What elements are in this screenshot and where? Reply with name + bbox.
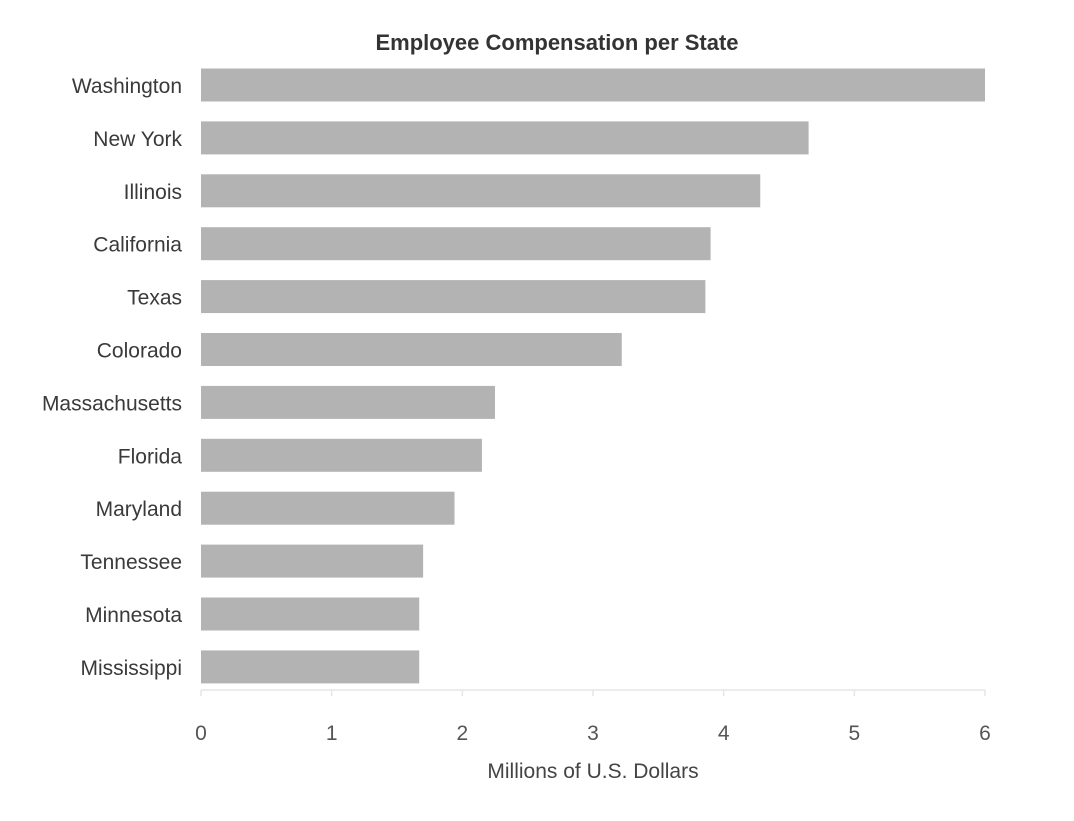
category-labels: Washington New York Illinois California Texa… — [42, 75, 183, 680]
category-label: New York — [93, 128, 182, 151]
x-tick-label: 4 — [718, 722, 730, 745]
bar-new-york — [201, 121, 809, 155]
bar-washington — [201, 68, 985, 102]
category-label: Florida — [118, 445, 183, 468]
category-label: Texas — [127, 287, 182, 310]
category-label: Maryland — [96, 498, 182, 521]
x-tick-label: 5 — [848, 722, 860, 745]
x-tick-label: 2 — [456, 722, 468, 745]
bar-minnesota — [201, 597, 420, 631]
x-axis-ticks: 0 1 2 3 4 5 6 — [195, 690, 991, 745]
category-label: Tennessee — [80, 551, 182, 574]
bar-massachusetts — [201, 385, 495, 419]
x-axis-label: Millions of U.S. Dollars — [487, 760, 698, 783]
category-label: Mississippi — [80, 657, 182, 680]
category-label: Massachusetts — [42, 392, 182, 415]
category-label: Illinois — [124, 181, 182, 204]
bar-illinois — [201, 174, 761, 208]
category-label: Washington — [72, 75, 182, 98]
bar-florida — [201, 438, 482, 472]
x-tick-label: 3 — [587, 722, 599, 745]
category-label: Minnesota — [85, 604, 182, 627]
x-tick-label: 1 — [326, 722, 338, 745]
bar-texas — [201, 280, 706, 314]
x-tick-label: 0 — [195, 722, 207, 745]
x-tick-label: 6 — [979, 722, 991, 745]
bar-colorado — [201, 333, 622, 366]
bar-mississippi — [201, 650, 420, 684]
bar-california — [201, 227, 711, 261]
bar-maryland — [201, 491, 455, 525]
category-label: Colorado — [97, 340, 182, 363]
bar-tennessee — [201, 544, 424, 578]
chart-title: Employee Compensation per State — [375, 30, 738, 55]
category-label: California — [93, 234, 182, 257]
bars-group — [201, 68, 985, 684]
